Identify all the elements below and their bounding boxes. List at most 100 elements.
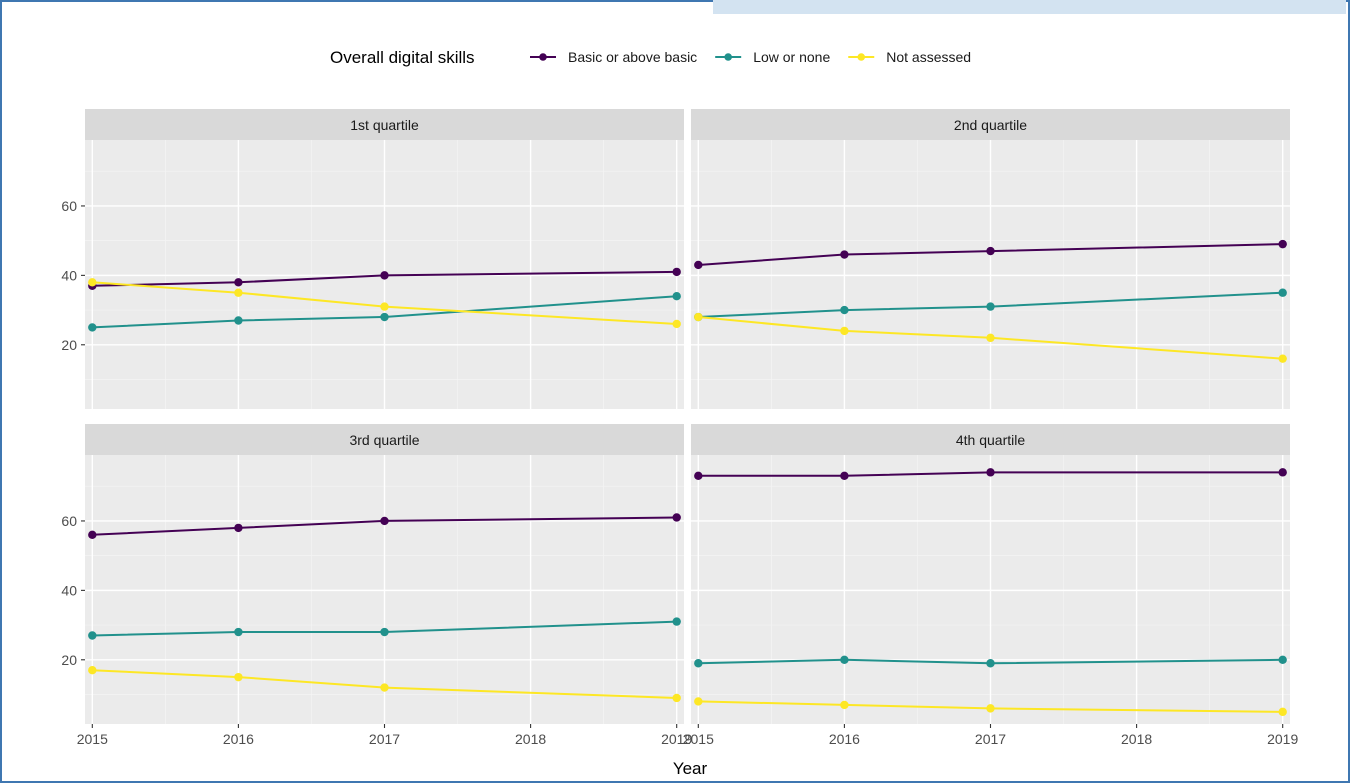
data-point: [694, 260, 703, 270]
series-basic-or-above-basic: [88, 513, 681, 540]
data-point: [1278, 707, 1287, 717]
data-point: [234, 523, 243, 533]
data-point: [234, 627, 243, 637]
series-line: [698, 243, 1283, 266]
series-line: [698, 658, 1283, 665]
data-point: [840, 700, 849, 710]
facet-title: 3rd quartile: [349, 432, 419, 448]
legend-key-basic-or-above-basic: [530, 53, 556, 61]
data-point: [986, 302, 995, 311]
legend-item-basic-or-above-basic: Basic or above basic: [530, 49, 697, 65]
y-tick-label: 20: [61, 337, 77, 353]
legend-key-point: [539, 53, 547, 61]
legend-label-low-or-none: Low or none: [753, 49, 830, 65]
series-line: [92, 516, 677, 536]
x-tick-label: 2018: [515, 731, 546, 747]
facet-title: 4th quartile: [956, 432, 1025, 448]
legend-key-point: [724, 53, 732, 61]
data-point: [694, 471, 703, 481]
x-axis-title: Year: [673, 759, 708, 778]
data-point: [1278, 468, 1287, 477]
gridlines: [691, 140, 1290, 409]
data-point: [234, 316, 243, 325]
data-point: [986, 246, 995, 256]
x-tick-label: 2017: [369, 731, 400, 747]
data-point: [380, 302, 389, 311]
data-point: [1278, 239, 1287, 249]
data-point: [380, 312, 389, 322]
x-tick-label: 2016: [829, 731, 860, 747]
legend-item-low-or-none: Low or none: [715, 49, 830, 65]
series-line: [698, 700, 1283, 713]
data-point: [88, 666, 97, 675]
series-line: [92, 270, 677, 287]
series-line: [698, 471, 1283, 477]
series-low-or-none: [694, 655, 1287, 668]
data-point: [672, 267, 681, 277]
corner-accent-band: [713, 0, 1346, 14]
series-low-or-none: [88, 291, 681, 332]
data-point: [1278, 354, 1287, 363]
facet-strip: [85, 424, 684, 455]
facet-title: 2nd quartile: [954, 117, 1027, 133]
data-point: [840, 655, 849, 664]
data-point: [380, 516, 389, 526]
data-point: [380, 271, 389, 280]
data-point: [672, 617, 681, 626]
data-point: [234, 672, 243, 682]
gridlines: [691, 455, 1290, 724]
x-tick-label: 2016: [223, 731, 254, 747]
series-line: [92, 295, 677, 329]
facet-strip: [85, 109, 684, 140]
y-tick-label: 60: [61, 198, 77, 214]
series-not-assessed: [694, 697, 1287, 717]
data-point: [986, 468, 995, 477]
legend: Overall digital skills Basic or above ba…: [330, 48, 971, 67]
data-point: [380, 627, 389, 637]
data-point: [1278, 288, 1287, 297]
data-point: [840, 326, 849, 336]
data-point: [986, 659, 995, 668]
legend-key-low-or-none: [715, 53, 742, 61]
legend-item-not-assessed: Not assessed: [848, 49, 971, 65]
data-point: [234, 288, 243, 297]
data-point: [840, 305, 849, 315]
data-point: [234, 278, 243, 287]
series-line: [698, 316, 1283, 360]
panel-3rd-quartile: 3rd quartile 20 40 60 2015 2016 2017 2018 2019: [61, 424, 692, 747]
panel-1st-quartile: 1st quartile 20 40 60: [61, 109, 684, 409]
data-point: [986, 333, 995, 343]
facet-panels: 1st quartile 20 40 60 2nd quartile 3rd quarti…: [61, 109, 1298, 747]
data-point: [88, 530, 97, 540]
legend-key-point: [857, 53, 866, 61]
legend-label-not-assessed: Not assessed: [886, 49, 971, 65]
x-tick-label: 2019: [1267, 731, 1298, 747]
series-line: [92, 620, 677, 637]
panel-4th-quartile: 4th quartile 2015 2016 2017 2018 2019: [683, 424, 1298, 747]
data-point: [986, 704, 995, 713]
y-tick-label: 20: [61, 652, 77, 668]
data-point: [694, 312, 703, 322]
data-point: [694, 697, 703, 706]
series-not-assessed: [88, 278, 681, 329]
series-basic-or-above-basic: [88, 267, 681, 290]
series-basic-or-above-basic: [694, 468, 1287, 481]
series-basic-or-above-basic: [694, 239, 1287, 270]
data-point: [672, 319, 681, 329]
x-tick-label: 2018: [1121, 731, 1152, 747]
series-not-assessed: [88, 666, 681, 703]
data-point: [88, 631, 97, 640]
legend-title: Overall digital skills: [330, 48, 475, 67]
legend-label-basic-or-above-basic: Basic or above basic: [568, 49, 697, 65]
x-tick-label: 2015: [77, 731, 108, 747]
data-point: [840, 250, 849, 259]
x-tick-label: 2015: [683, 731, 714, 747]
series-low-or-none: [88, 617, 681, 640]
series-line: [698, 291, 1283, 318]
x-tick-label: 2019: [661, 731, 692, 747]
data-point: [672, 513, 681, 522]
series-not-assessed: [694, 312, 1287, 363]
series-line: [92, 281, 677, 325]
data-point: [1278, 655, 1287, 664]
y-tick-label: 40: [61, 267, 77, 283]
